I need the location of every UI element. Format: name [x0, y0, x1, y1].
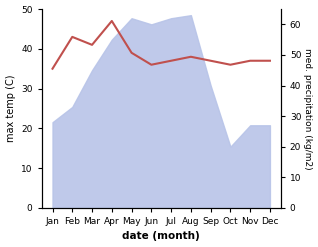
X-axis label: date (month): date (month) [122, 231, 200, 242]
Y-axis label: med. precipitation (kg/m2): med. precipitation (kg/m2) [303, 48, 313, 169]
Y-axis label: max temp (C): max temp (C) [5, 75, 16, 142]
